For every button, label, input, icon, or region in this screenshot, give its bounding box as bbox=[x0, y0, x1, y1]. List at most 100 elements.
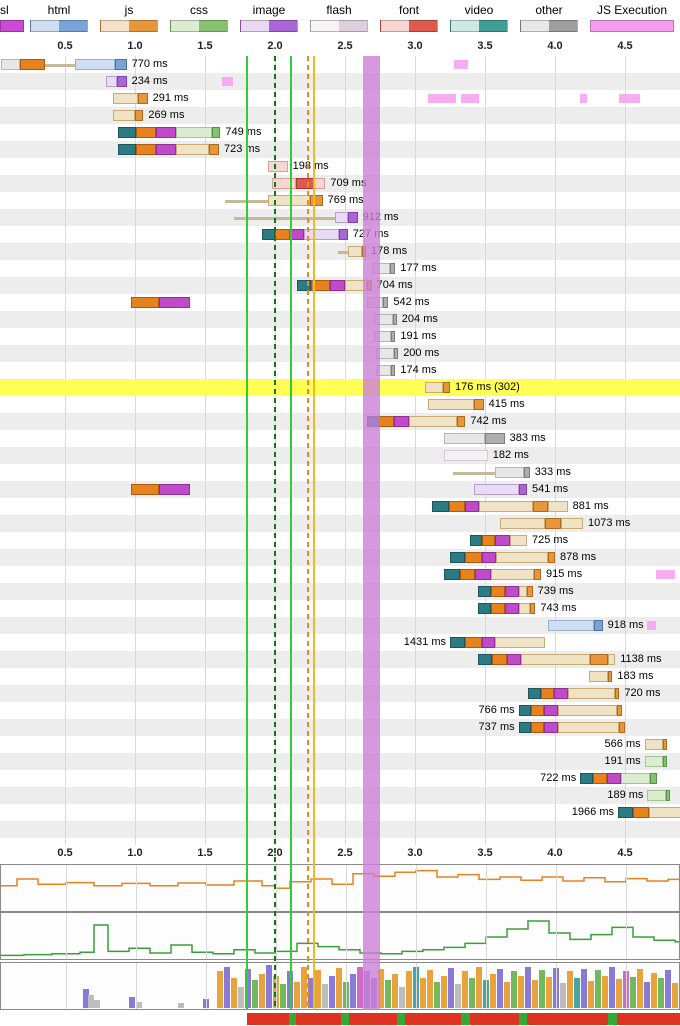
request-row[interactable]: 918 ms bbox=[0, 617, 680, 634]
main-thread-activity-bar bbox=[364, 971, 371, 1008]
segment-css_wait bbox=[644, 756, 663, 767]
request-time-label: 878 ms bbox=[560, 551, 597, 563]
request-row[interactable]: 198 ms bbox=[0, 158, 680, 175]
segment-js_wait bbox=[112, 93, 138, 104]
segment-jsexec bbox=[461, 94, 480, 103]
legend-item-html: html bbox=[24, 0, 94, 38]
request-time-label: 269 ms bbox=[148, 109, 185, 121]
request-row[interactable]: 878 ms bbox=[0, 549, 680, 566]
legend-label-other: other bbox=[535, 3, 563, 17]
segment-js_wait bbox=[518, 603, 530, 614]
main-thread-activity-bar bbox=[287, 971, 294, 1008]
main-thread-activity-bar bbox=[525, 967, 532, 1008]
segment-js_wait bbox=[644, 739, 663, 750]
request-row[interactable]: 1431 ms bbox=[0, 634, 680, 651]
request-row[interactable]: 737 ms bbox=[0, 719, 680, 736]
request-row[interactable]: 269 ms bbox=[0, 107, 680, 124]
request-time-label: 720 ms bbox=[624, 687, 661, 699]
request-row[interactable]: 725 ms bbox=[0, 532, 680, 549]
request-row[interactable]: 383 ms bbox=[0, 430, 680, 447]
request-row[interactable]: 720 ms bbox=[0, 685, 680, 702]
segment-connect bbox=[492, 654, 508, 665]
segment-other bbox=[389, 263, 396, 274]
segment-js_wait bbox=[500, 518, 546, 529]
request-row[interactable]: 770 ms bbox=[0, 56, 680, 73]
request-row[interactable]: 881 ms bbox=[0, 498, 680, 515]
request-row[interactable]: 723 ms bbox=[0, 141, 680, 158]
segment-ssl bbox=[394, 416, 410, 427]
gridline bbox=[626, 865, 627, 911]
request-row[interactable]: 769 ms bbox=[0, 192, 680, 209]
segment-js_wait bbox=[648, 807, 680, 818]
segment-css_wait bbox=[620, 773, 651, 784]
request-row[interactable]: 542 ms bbox=[0, 294, 680, 311]
request-time-label: 1138 ms bbox=[620, 653, 662, 665]
request-row[interactable]: 912 ms bbox=[0, 209, 680, 226]
interactive-green-segment bbox=[518, 1013, 527, 1025]
request-row[interactable]: 333 ms bbox=[0, 464, 680, 481]
segment-image_wait bbox=[105, 76, 117, 87]
segment-connect bbox=[465, 552, 483, 563]
request-row[interactable]: 291 ms bbox=[0, 90, 680, 107]
request-row[interactable]: 709 ms bbox=[0, 175, 680, 192]
request-row[interactable]: 749 ms bbox=[0, 124, 680, 141]
request-row[interactable]: 541 ms bbox=[0, 481, 680, 498]
main-thread-activity-bar bbox=[406, 971, 413, 1008]
request-row[interactable]: 727 ms bbox=[0, 226, 680, 243]
main-thread-activity-bar bbox=[301, 967, 308, 1008]
segment-js_wait bbox=[112, 110, 135, 121]
request-row[interactable]: 176 ms (302) bbox=[0, 379, 680, 396]
segment-connect bbox=[531, 722, 544, 733]
axis-tick-label: 1.5 bbox=[197, 40, 213, 52]
segment-thin bbox=[45, 64, 75, 67]
request-row[interactable]: 189 ms bbox=[0, 787, 680, 804]
segment-js_wait bbox=[479, 501, 533, 512]
segment-image bbox=[347, 212, 358, 223]
request-row[interactable]: 182 ms bbox=[0, 447, 680, 464]
request-row[interactable]: 722 ms bbox=[0, 770, 680, 787]
request-row[interactable]: 183 ms bbox=[0, 668, 680, 685]
main-thread-activity-bar bbox=[385, 980, 392, 1008]
request-row[interactable]: 204 ms bbox=[0, 311, 680, 328]
request-row[interactable]: 739 ms bbox=[0, 583, 680, 600]
request-row[interactable]: 566 ms bbox=[0, 736, 680, 753]
main-thread-activity-bar bbox=[94, 1000, 100, 1008]
request-row[interactable]: 178 ms bbox=[0, 243, 680, 260]
segment-other_wait bbox=[367, 297, 383, 308]
request-row[interactable]: 1966 ms bbox=[0, 804, 680, 821]
segment-connect bbox=[541, 688, 554, 699]
segment-jsexec bbox=[427, 94, 456, 103]
gridline bbox=[486, 963, 487, 1009]
segment-other bbox=[391, 365, 396, 376]
request-row[interactable]: 915 ms bbox=[0, 566, 680, 583]
segment-image bbox=[518, 484, 527, 495]
segment-js bbox=[361, 246, 366, 257]
legend-swatch-js-execution-icon bbox=[590, 20, 674, 32]
request-row[interactable]: 415 ms bbox=[0, 396, 680, 413]
request-row[interactable]: 742 ms bbox=[0, 413, 680, 430]
request-row[interactable]: 1073 ms bbox=[0, 515, 680, 532]
main-thread-activity-bar bbox=[224, 967, 231, 1008]
segment-other_wait bbox=[375, 365, 392, 376]
request-time-label: 723 ms bbox=[224, 143, 261, 155]
time-axis-top: 0.5 1.0 1.5 2.0 2.5 3.0 3.5 4.0 4.5 bbox=[0, 38, 680, 56]
request-row[interactable]: 234 ms bbox=[0, 73, 680, 90]
request-row[interactable]: 743 ms bbox=[0, 600, 680, 617]
request-row[interactable]: 200 ms bbox=[0, 345, 680, 362]
request-time-label: 709 ms bbox=[330, 177, 367, 189]
request-row[interactable]: 174 ms bbox=[0, 362, 680, 379]
request-row[interactable]: 704 ms bbox=[0, 277, 680, 294]
axis-tick-label: 4.5 bbox=[617, 40, 633, 52]
request-row[interactable]: 191 ms bbox=[0, 328, 680, 345]
legend-swatch-video-icon bbox=[450, 20, 508, 32]
segment-dns bbox=[580, 773, 593, 784]
request-row[interactable]: 191 ms bbox=[0, 753, 680, 770]
request-row[interactable]: 177 ms bbox=[0, 260, 680, 277]
segment-js_wait bbox=[608, 654, 616, 665]
gridline bbox=[66, 865, 67, 911]
request-row[interactable]: 1138 ms bbox=[0, 651, 680, 668]
axis-tick-label: 4.0 bbox=[547, 40, 563, 52]
gridline bbox=[205, 56, 206, 845]
request-row[interactable]: 766 ms bbox=[0, 702, 680, 719]
